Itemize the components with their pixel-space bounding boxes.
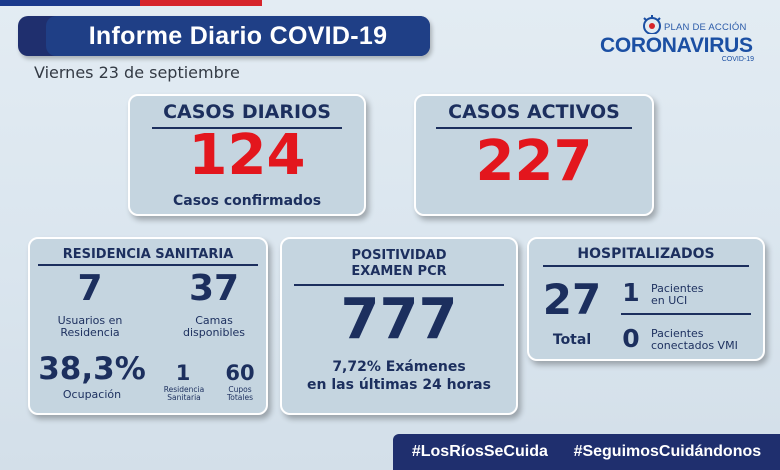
casos-activos-underline bbox=[436, 127, 632, 129]
ocupacion-value: 38,3% bbox=[38, 351, 146, 387]
logo-covid-text: COVID-19 bbox=[721, 56, 754, 63]
residencia-underline bbox=[38, 264, 258, 266]
positividad-title-line1: POSITIVIDAD bbox=[351, 248, 447, 263]
usuarios-label-line2: Residencia bbox=[60, 326, 120, 340]
residencia-title: RESIDENCIA SANITARIA bbox=[62, 247, 234, 262]
uci-label: Pacientes en UCI bbox=[651, 282, 761, 308]
casos-diarios-underline bbox=[152, 127, 342, 129]
hashtag-footer: #LosRíosSeCuida #SeguimosCuidándonos bbox=[393, 434, 780, 470]
vmi-value: 0 bbox=[622, 324, 640, 353]
positividad-caption-line1: 7,72% Exámenes bbox=[332, 359, 466, 375]
government-emblem-icon bbox=[643, 15, 661, 34]
positividad-title: POSITIVIDAD EXAMEN PCR bbox=[282, 248, 516, 280]
usuarios-label: Usuarios en Residencia bbox=[40, 314, 140, 340]
hospitalizados-underline bbox=[543, 265, 749, 267]
camas-label: Camas disponibles bbox=[164, 314, 264, 340]
casos-diarios-caption: Casos confirmados bbox=[172, 193, 322, 209]
card-residencia-sanitaria: RESIDENCIA SANITARIA 7 Usuarios en Resid… bbox=[28, 237, 268, 415]
hashtag-los-rios: #LosRíosSeCuida bbox=[411, 443, 548, 460]
uci-value: 1 bbox=[622, 278, 640, 307]
residencia-count-label-line2: Sanitaria bbox=[167, 393, 201, 403]
positividad-caption: 7,72% Exámenes en las últimas 24 horas bbox=[282, 358, 516, 394]
cupos-label: Cupos Totales bbox=[218, 385, 262, 403]
usuarios-value: 7 bbox=[77, 268, 103, 309]
flag-bar-red bbox=[140, 0, 262, 6]
logo-plan-text: PLAN DE ACCIÓN bbox=[664, 22, 747, 33]
coronavirus-logo: PLAN DE ACCIÓN CORONAVIRUS COVID-19 bbox=[598, 14, 758, 66]
card-positividad: POSITIVIDAD EXAMEN PCR 777 7,72% Exámene… bbox=[280, 237, 518, 415]
usuarios-label-line1: Usuarios en bbox=[57, 314, 123, 327]
report-date: Viernes 23 de septiembre bbox=[34, 63, 240, 82]
positividad-underline bbox=[294, 284, 504, 286]
positividad-title-line2: EXAMEN PCR bbox=[351, 264, 447, 279]
flag-bar-blue bbox=[0, 0, 140, 6]
title-banner: Informe Diario COVID-19 bbox=[18, 16, 430, 56]
casos-diarios-title: CASOS DIARIOS bbox=[163, 101, 331, 123]
positividad-caption-line2: en las últimas 24 horas bbox=[307, 377, 491, 393]
uci-label-line1: Pacientes bbox=[651, 282, 704, 295]
camas-label-line1: Camas bbox=[195, 314, 233, 327]
vmi-label-line1: Pacientes bbox=[651, 327, 704, 340]
residencia-count-label: Residencia Sanitaria bbox=[162, 385, 206, 403]
camas-value: 37 bbox=[188, 268, 240, 309]
hashtag-seguimos: #SeguimosCuidándonos bbox=[573, 443, 762, 460]
hospitalizados-title: HOSPITALIZADOS bbox=[577, 246, 715, 262]
casos-activos-value: 227 bbox=[475, 129, 593, 194]
casos-activos-title: CASOS ACTIVOS bbox=[448, 101, 620, 123]
vmi-label: Pacientes conectados VMI bbox=[651, 327, 763, 353]
camas-label-line2: disponibles bbox=[182, 326, 246, 340]
cupos-label-line2: Totales bbox=[226, 393, 254, 403]
hospitalizados-total-value: 27 bbox=[542, 275, 602, 324]
cupos-label-line1: Cupos bbox=[228, 385, 252, 394]
card-casos-diarios: CASOS DIARIOS 124 Casos confirmados bbox=[128, 94, 366, 216]
card-casos-activos: CASOS ACTIVOS 227 bbox=[414, 94, 654, 216]
residencia-count-value: 1 bbox=[175, 361, 191, 385]
vmi-label-line2: conectados VMI bbox=[651, 339, 738, 353]
logo-coronavirus-text: CORONAVIRUS bbox=[600, 34, 753, 57]
page-title: Informe Diario COVID-19 bbox=[46, 16, 430, 56]
positividad-value: 777 bbox=[340, 287, 458, 352]
hospitalizados-total-label: Total bbox=[552, 332, 592, 348]
flag-bar bbox=[0, 0, 262, 6]
uci-label-line2: en UCI bbox=[651, 294, 688, 308]
card-hospitalizados: HOSPITALIZADOS 27 Total 1 Pacientes en U… bbox=[527, 237, 765, 361]
hospitalizados-divider bbox=[621, 313, 751, 315]
cupos-value: 60 bbox=[225, 361, 255, 385]
casos-diarios-value: 124 bbox=[188, 123, 306, 188]
residencia-count-label-line1: Residencia bbox=[163, 385, 205, 394]
ocupacion-label: Ocupación bbox=[62, 388, 122, 401]
